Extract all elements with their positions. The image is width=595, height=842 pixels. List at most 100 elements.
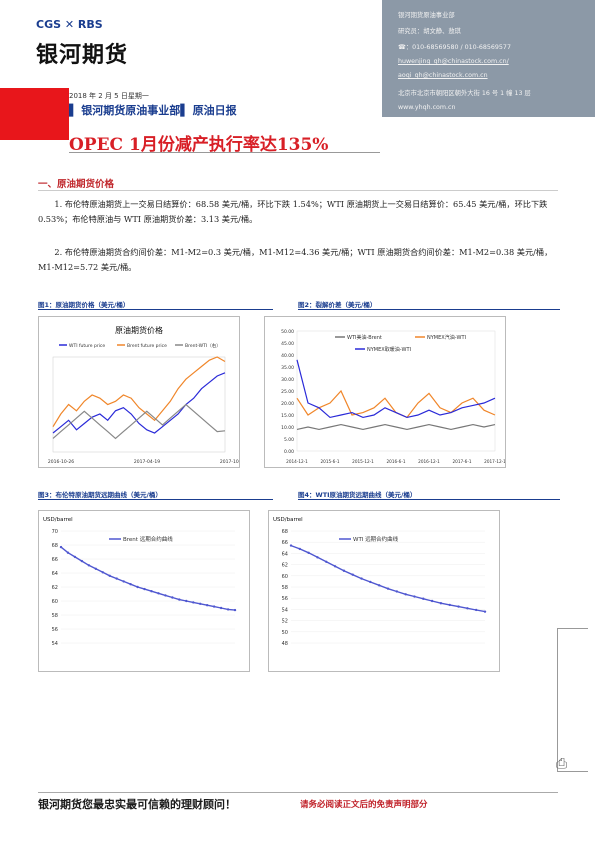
chart1-series-line-2: [52, 403, 226, 440]
chart4-point: [377, 584, 381, 587]
chart3-curve-line: [60, 546, 236, 611]
chart2-y-tick: 25.00: [281, 389, 294, 395]
chart3-y-tick: 62: [52, 585, 58, 591]
chart4-point: [474, 608, 478, 612]
chart1-x-tick: 2017-04-19: [134, 459, 160, 465]
fig2-rule: [298, 309, 560, 310]
chart2-x-tick: 2015-6-1: [320, 459, 339, 464]
chart3-point: [143, 587, 146, 591]
contact-email-1[interactable]: huwenjing_qh@chinastock.com.cn/: [398, 58, 509, 65]
chart3-y-tick: 64: [52, 571, 58, 577]
chart2-y-tick: 45.00: [281, 341, 294, 347]
chart3-point: [205, 604, 209, 607]
chart3-point: [136, 585, 139, 589]
chart2-x-tick: 2016-12-1: [418, 459, 440, 464]
chart3-point: [199, 602, 202, 605]
chart3-point: [73, 555, 77, 559]
red-accent-bar: [0, 88, 69, 140]
chart2-series-line-0: [296, 423, 496, 431]
chart4-point: [404, 593, 407, 596]
chart2-y-tick: 30.00: [281, 377, 294, 383]
chart3-point: [59, 545, 63, 549]
chart4-point: [316, 556, 319, 559]
fig3-caption: 图3：布伦特原油期货远期曲线（美元/桶）: [38, 491, 162, 499]
chart1-title: 原油期货价格: [115, 325, 163, 335]
fig4-caption: 图4：WTI原油期货远期曲线（美元/桶）: [298, 491, 417, 499]
contact-researchers: 研究员：胡文静、敖琪: [398, 28, 461, 35]
chart4-y-tick: 60: [282, 574, 288, 580]
chart2-y-tick: 50.00: [281, 329, 294, 335]
chart-crack-spread: 0.00 5.00 10.00 15.00 20.00 25.00 30.00 35.00 40…: [264, 316, 506, 468]
chart4-y-tick: 50: [282, 630, 288, 636]
logo-brand-text: CGS ✕ RBS: [36, 18, 103, 31]
chart3-ylabel: USD/barrel: [43, 517, 73, 523]
chart1-series-line-1: [52, 356, 226, 428]
chart4-point: [483, 610, 487, 613]
chart2-x-tick: 2016-6-1: [386, 459, 405, 464]
contact-address: 北京市北京市朝阳区朝外大街 16 号 1 幢 13 层: [398, 90, 531, 97]
chart2-legend-label-2: NYMEX取暖油-WTI: [367, 346, 411, 353]
chart2-y-tick: 20.00: [281, 401, 294, 407]
section-divider: [38, 190, 558, 191]
chart2-legend-label-0: WTI美油-Brent: [347, 334, 382, 341]
chart3-point: [115, 577, 118, 580]
chart3-point: [101, 571, 104, 574]
chart2-y-tick: 10.00: [281, 425, 294, 431]
fig2-caption: 图2：裂解价差（美元/桶）: [298, 301, 377, 309]
chart3-point: [122, 580, 125, 583]
fig3-rule: [38, 499, 273, 500]
chart3-point: [157, 592, 160, 595]
chart3-point: [192, 601, 195, 604]
chart3-y-tick: 58: [52, 613, 58, 619]
report-department: ▌ 银河期货原油事业部▌ 原油日报: [69, 104, 237, 117]
chart2-legend-label-1: NYMEX汽油-WTI: [427, 334, 466, 341]
chart2-y-tick: 5.00: [284, 437, 294, 443]
contact-panel: 银河期货原油事业部 研究员：胡文静、敖琪 ☎：010-68569580 / 01…: [382, 0, 595, 117]
chart4-y-tick: 68: [282, 529, 288, 535]
chart-brent-forward-curve: USD/barrel 54 56 58 60 62 64 66 68 70 Brent 远期合约曲线: [38, 510, 250, 672]
chart4-ylabel: USD/barrel: [273, 517, 303, 523]
contact-dept: 银河期货原油事业部: [398, 12, 455, 19]
contact-email-2[interactable]: aoqi_qh@chinastock.com.cn: [398, 72, 488, 79]
section-heading: 一、原油期货价格: [38, 179, 115, 190]
chart2-y-tick: 0.00: [284, 449, 294, 455]
chart2-series-line-2: [296, 359, 496, 419]
chart4-point: [325, 560, 328, 563]
chart1-series-line-0: [52, 372, 226, 434]
chart4-point: [466, 607, 469, 610]
footer-divider: [38, 792, 558, 793]
chart1-x-tick: 2017-10-19: [220, 459, 240, 465]
chart3-point: [185, 599, 188, 603]
chart2-y-tick: 35.00: [281, 365, 294, 371]
chart4-point: [289, 544, 293, 547]
chart4-point: [351, 573, 354, 576]
chart1-plot-area: [52, 356, 226, 453]
chart2-y-tick: 15.00: [281, 413, 294, 419]
chart-wti-forward-curve: USD/barrel 48 50 52 54 56 58 60 62 64 66 68 WTI 远期合约…: [268, 510, 500, 672]
chart4-legend-label: WTI 远期合约曲线: [353, 535, 399, 543]
chart1-legend-label-1: Brent future price: [127, 343, 167, 349]
chart4-y-tick: 66: [282, 540, 288, 546]
chart3-point: [178, 598, 181, 601]
title-divider: [69, 152, 380, 153]
fig1-rule: [38, 309, 273, 310]
chart4-y-tick: 52: [282, 619, 288, 625]
chart3-point: [66, 551, 70, 554]
chart4-y-tick: 54: [282, 607, 288, 613]
chart3-point: [212, 605, 216, 608]
footer-disclaimer-note: 请务必阅读正文后的免责声明部分: [300, 800, 428, 810]
chart4-point: [369, 580, 372, 584]
chart4-y-tick: 62: [282, 563, 288, 569]
chart4-point: [413, 595, 416, 598]
fig1-caption: 图1：原油期货价格（美元/桶）: [38, 301, 130, 309]
fig4-rule: [298, 499, 560, 500]
contact-web[interactable]: www.yhqh.com.cn: [398, 104, 456, 111]
chart2-y-tick: 40.00: [281, 353, 294, 359]
chart-crude-futures-price: 原油期货价格 WTI future price Brent future price…: [38, 316, 240, 468]
chart2-x-tick: 2017-12-1: [484, 459, 506, 464]
chart4-point: [457, 605, 460, 608]
chart3-point: [108, 574, 111, 577]
footer-slogan: 银河期货您最忠实最可信赖的理财顾问！: [38, 798, 236, 811]
side-frame: [557, 628, 588, 772]
chart4-point: [333, 565, 337, 568]
